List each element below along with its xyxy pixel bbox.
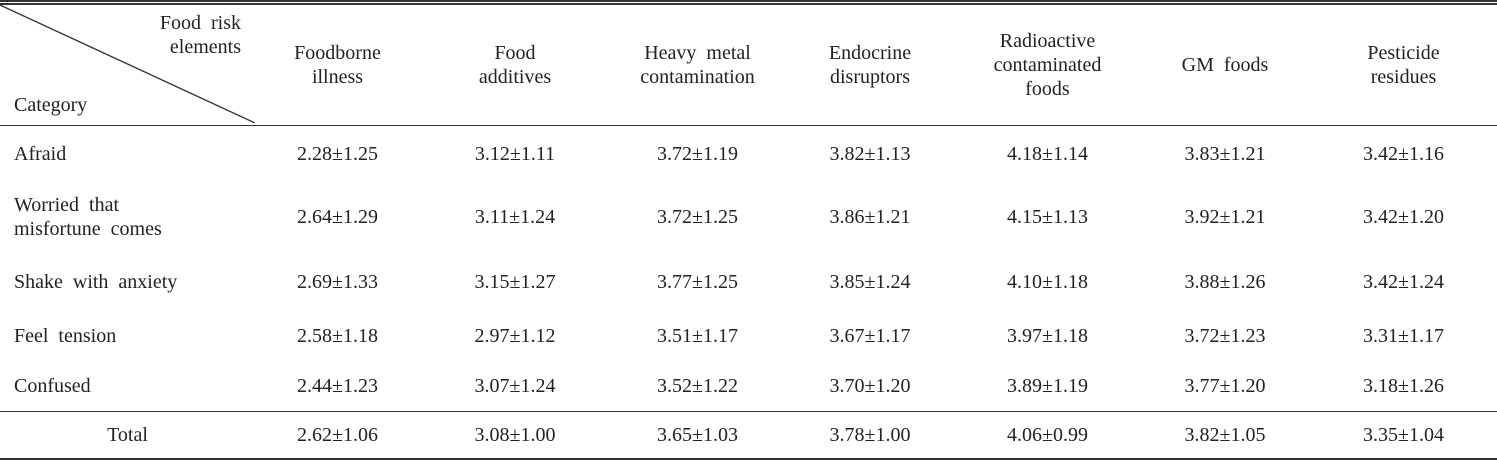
cell: 3.77±1.25 bbox=[657, 271, 738, 293]
row-label-line: Afraid bbox=[14, 142, 67, 165]
column-header: Endocrine disruptors bbox=[785, 2, 955, 126]
column-header-line: Pesticide bbox=[1367, 42, 1440, 64]
total-label: Total bbox=[0, 411, 255, 459]
column-header-line: disruptors bbox=[830, 66, 910, 88]
cell: 3.52±1.22 bbox=[657, 375, 738, 397]
column-header: Foodborne illness bbox=[255, 2, 420, 126]
row-label-line: Feel tension bbox=[14, 325, 117, 347]
cell: 3.35±1.04 bbox=[1310, 411, 1497, 459]
cell: 2.58±1.18 bbox=[297, 325, 378, 347]
total-row: Total 2.62±1.06 3.08±1.00 3.65±1.03 3.78±1.0… bbox=[0, 411, 1497, 459]
cell: 4.18±1.14 bbox=[1007, 142, 1088, 165]
column-header-line: Heavy metal bbox=[644, 42, 751, 64]
column-header: Radioactive contaminated foods bbox=[955, 2, 1140, 126]
column-header-line: contaminated bbox=[993, 54, 1102, 76]
column-header-line: additives bbox=[478, 66, 552, 88]
row-label: Feel tension bbox=[0, 311, 255, 361]
corner-top-line: Food risk bbox=[159, 12, 241, 34]
column-header-line: GM foods bbox=[1181, 54, 1269, 76]
cell: 3.15±1.27 bbox=[474, 271, 556, 293]
cell: 2.64±1.29 bbox=[297, 206, 378, 228]
corner-top-line: elements bbox=[169, 36, 241, 58]
row-label: Confused bbox=[0, 361, 255, 412]
cell: 3.42±1.16 bbox=[1363, 142, 1444, 165]
cell: 3.82±1.05 bbox=[1140, 411, 1310, 459]
diagonal-line bbox=[0, 5, 255, 123]
cell: 3.42±1.20 bbox=[1363, 206, 1444, 228]
cell: 3.78±1.00 bbox=[785, 411, 955, 459]
cell: 3.83±1.21 bbox=[1184, 142, 1266, 165]
data-row: Shake with anxiety 2.69±1.33 3.15±1.27 3.77… bbox=[0, 253, 1497, 311]
cell: 3.70±1.20 bbox=[829, 375, 911, 397]
cell: 4.15±1.13 bbox=[1007, 206, 1088, 228]
row-label: Afraid bbox=[0, 126, 255, 182]
cell: 3.97±1.18 bbox=[1007, 325, 1088, 347]
cell: 3.85±1.24 bbox=[829, 271, 911, 293]
cell: 3.08±1.00 bbox=[420, 411, 610, 459]
cell: 3.67±1.17 bbox=[829, 325, 911, 347]
cell: 3.11±1.24 bbox=[474, 206, 556, 228]
cell: 2.44±1.23 bbox=[297, 375, 378, 397]
cell: 2.28±1.25 bbox=[297, 142, 378, 165]
cell: 3.72±1.23 bbox=[1184, 325, 1266, 347]
cell: 3.92±1.21 bbox=[1184, 206, 1266, 228]
corner-top: Food risk elements bbox=[160, 11, 241, 59]
corner-bottom: Category bbox=[14, 94, 88, 116]
column-header-line: Endocrine bbox=[828, 42, 912, 64]
column-header-line: Foodborne bbox=[294, 42, 381, 64]
header-row: Food risk elements Category Foodborne illn… bbox=[0, 2, 1497, 126]
data-row: Confused 2.44±1.23 3.07±1.24 3.52±1.22 3.70±… bbox=[0, 361, 1497, 412]
cell: 3.12±1.11 bbox=[474, 142, 556, 165]
corner-cell: Food risk elements Category bbox=[0, 2, 255, 126]
data-row: Worried that misfortune comes 2.64±1.29 3.1… bbox=[0, 181, 1497, 253]
cell: 3.89±1.19 bbox=[1007, 375, 1088, 397]
cell: 3.82±1.13 bbox=[829, 142, 911, 165]
column-header: GM foods bbox=[1140, 2, 1310, 126]
row-label-line: Confused bbox=[14, 375, 91, 397]
row-label-line: Worried that bbox=[14, 194, 120, 216]
column-header-line: Radioactive bbox=[999, 30, 1096, 52]
cell: 3.77±1.20 bbox=[1184, 375, 1266, 397]
cell: 3.88±1.26 bbox=[1184, 271, 1266, 293]
cell: 2.62±1.06 bbox=[255, 411, 420, 459]
column-header: Pesticide residues bbox=[1310, 2, 1497, 126]
cell: 4.06±0.99 bbox=[955, 411, 1140, 459]
cell: 3.72±1.19 bbox=[657, 142, 738, 165]
cell: 3.72±1.25 bbox=[657, 206, 738, 228]
cell: 3.86±1.21 bbox=[829, 206, 911, 228]
row-label-line: misfortune comes bbox=[14, 218, 162, 240]
cell: 4.10±1.18 bbox=[1007, 271, 1088, 293]
cell: 2.97±1.12 bbox=[474, 325, 556, 347]
column-header-line: Food bbox=[494, 42, 536, 64]
cell: 3.65±1.03 bbox=[610, 411, 785, 459]
row-label: Worried that misfortune comes bbox=[0, 181, 255, 253]
cell: 3.51±1.17 bbox=[657, 325, 738, 347]
cell: 2.69±1.33 bbox=[297, 271, 378, 293]
column-header-line: contamination bbox=[640, 66, 755, 88]
diagonal bbox=[0, 5, 255, 123]
column-header-line: residues bbox=[1370, 66, 1437, 88]
column-header-line: illness bbox=[311, 66, 364, 88]
cell: 3.42±1.24 bbox=[1363, 271, 1444, 293]
data-row: Afraid 2.28±1.25 3.12±1.11 3.72±1.19 3.82±1.… bbox=[0, 126, 1497, 182]
column-header: Food additives bbox=[420, 2, 610, 126]
cell: 3.07±1.24 bbox=[474, 375, 556, 397]
row-label-line: Shake with anxiety bbox=[14, 271, 178, 293]
row-label: Shake with anxiety bbox=[0, 253, 255, 311]
column-header: Heavy metal contamination bbox=[610, 2, 785, 126]
data-row: Feel tension 2.58±1.18 2.97±1.12 3.51±1.17 3… bbox=[0, 311, 1497, 361]
column-header-line: foods bbox=[1025, 78, 1070, 100]
cell: 3.18±1.26 bbox=[1363, 375, 1444, 397]
cell: 3.31±1.17 bbox=[1363, 325, 1444, 347]
